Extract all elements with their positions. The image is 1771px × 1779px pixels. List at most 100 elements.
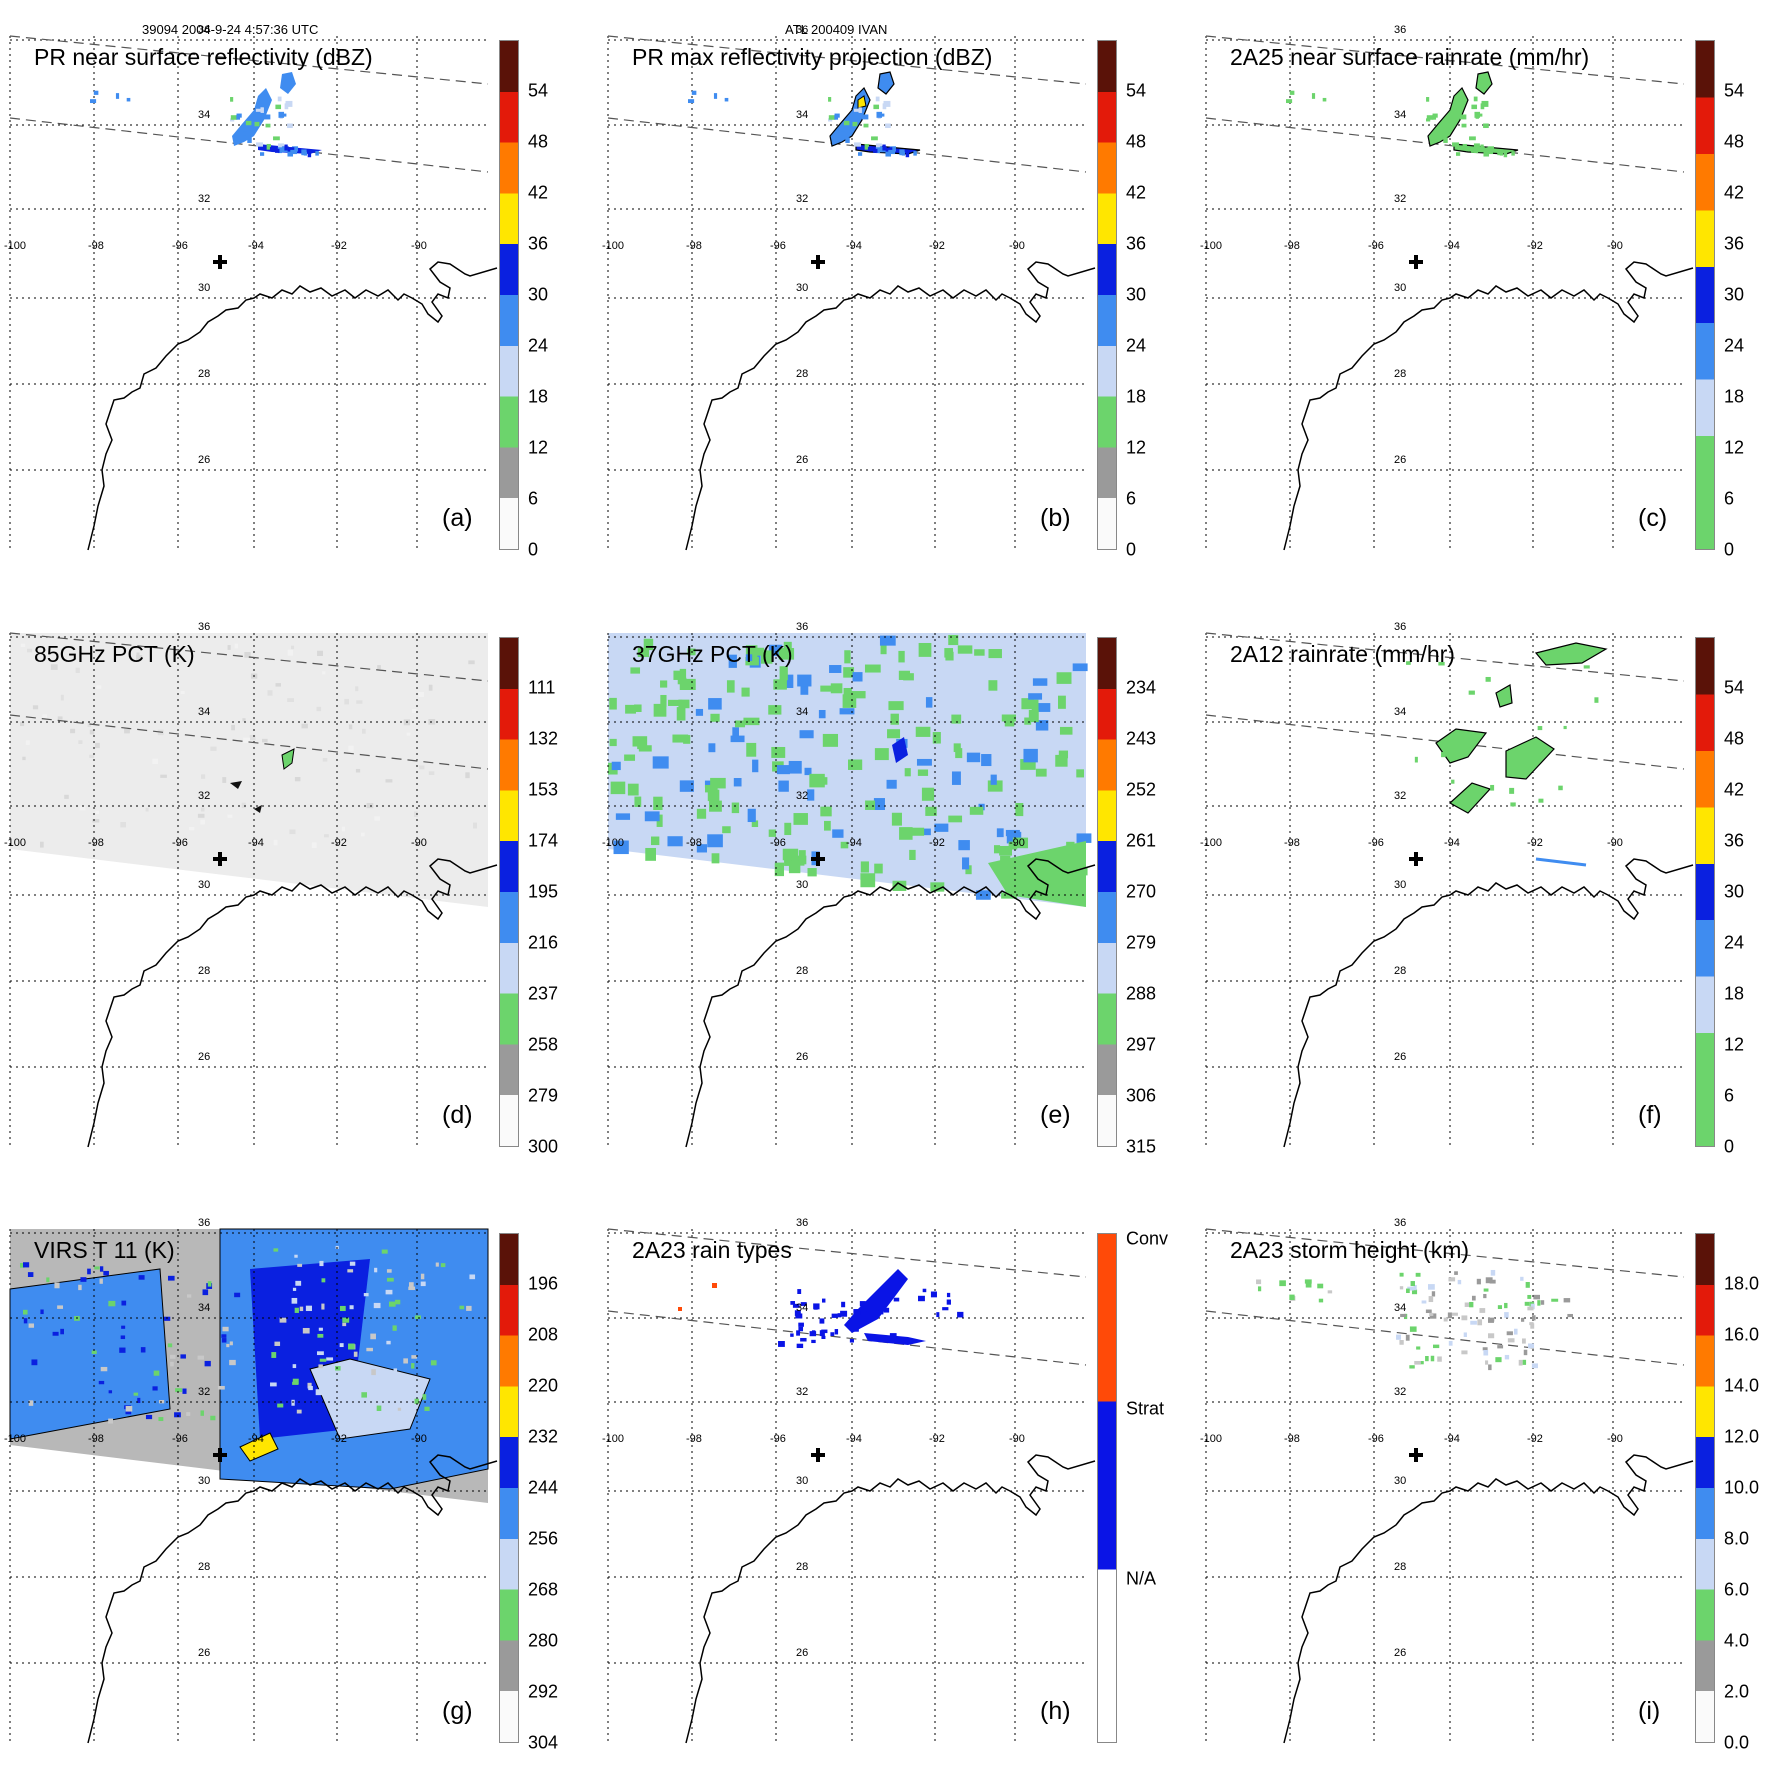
pct-pixel (1028, 693, 1043, 700)
pct-pixel (746, 742, 757, 757)
pct-pixel (667, 836, 683, 847)
ir-pixel (318, 1327, 323, 1331)
storm-height-pixel (1504, 1312, 1509, 1318)
ir-pixel (386, 1269, 392, 1273)
pct-pixel (768, 644, 783, 656)
storm-height-pixel (1425, 1309, 1432, 1314)
ir-pixel (217, 1385, 225, 1390)
rain-pixel (867, 147, 873, 152)
storm-height-pixel (1327, 1290, 1333, 1294)
rain-pixel (1486, 149, 1494, 155)
rain-pixel (873, 104, 880, 110)
storm-height-pixel (1528, 1343, 1535, 1349)
storm-height-pixel (1464, 1302, 1471, 1307)
ir-pixel (308, 1385, 313, 1391)
rain-pixel (1451, 732, 1459, 739)
pct-pixel (64, 794, 69, 799)
rain-pixel (1461, 123, 1467, 128)
rain-pixel (905, 151, 910, 158)
ir-pixel (121, 1300, 127, 1306)
storm-height-pixel (1504, 1354, 1510, 1360)
storm-height-pixel (1432, 1344, 1440, 1349)
colorbar-tick-label: 12 (1126, 437, 1147, 458)
pct-pixel (874, 748, 889, 761)
storm-height-pixel (1427, 1284, 1435, 1290)
storm-height-pixel (1567, 1313, 1573, 1318)
colorbar-tick-label: 24 (528, 335, 549, 356)
colorbar-tick-label: 36 (1724, 233, 1745, 254)
rain-pixel (1468, 690, 1475, 695)
pct-pixel (243, 737, 250, 743)
coastline (685, 858, 1096, 1148)
pct-pixel (731, 802, 740, 814)
ir-pixel (386, 1340, 391, 1345)
map-i (1205, 1228, 1694, 1744)
pct-pixel (696, 808, 707, 819)
pct-pixel (25, 740, 30, 745)
storm-height-pixel (1525, 1282, 1530, 1288)
storm-height-pixel (1504, 1302, 1508, 1309)
pct-pixel (779, 666, 788, 681)
pct-pixel (860, 873, 876, 888)
pct-pixel (892, 880, 907, 891)
cold-pct-area (230, 781, 242, 789)
rain-pixel (846, 122, 851, 129)
lon-label: -96 (172, 1433, 188, 1445)
rain-pixel (275, 148, 280, 153)
stratiform-pixel (809, 1331, 817, 1337)
lon-label: -100 (4, 1433, 27, 1445)
colorbar-tick-label: 6 (1724, 488, 1735, 509)
stratiform-pixel (840, 1310, 848, 1317)
pct-pixel (993, 845, 1001, 854)
ir-pixel (420, 1273, 425, 1280)
storm-height-pixel (1522, 1359, 1527, 1365)
lat-label: 30 (1394, 879, 1407, 891)
colorbar-tick-label: 12 (1724, 1034, 1745, 1055)
storm-height-pixel (1421, 1300, 1427, 1304)
storm-height-pixel (1483, 1349, 1489, 1356)
ir-pixel (376, 1405, 382, 1411)
lon-label: -94 (248, 837, 264, 849)
rain-pixel (307, 151, 312, 158)
rain-pixel (278, 111, 285, 118)
rain-pixel (724, 97, 729, 102)
colorbar-tick-label: 18 (1724, 983, 1745, 1004)
rain-pixel (1441, 120, 1448, 126)
rain-pixel (1450, 121, 1456, 127)
lon-label: -98 (686, 1433, 702, 1445)
colorbar-tick-label: 300 (528, 1136, 559, 1157)
colorbar-tick-label: 232 (528, 1426, 559, 1447)
rain-area (1448, 782, 1492, 814)
lon-label: -92 (929, 837, 945, 849)
storm-center-cross-icon (213, 255, 227, 269)
ir-pixel (363, 1293, 369, 1297)
pct-pixel (890, 713, 899, 725)
colorbar-tick-label: 54 (528, 80, 549, 101)
rain-pixel (1474, 111, 1481, 118)
pct-pixel (1076, 769, 1084, 778)
ir-pixel (28, 1323, 35, 1328)
colorbar-tick-label: 8.0 (1724, 1528, 1750, 1549)
colorbar-tick-label: 268 (528, 1579, 559, 1600)
ir-pixel (370, 1333, 376, 1340)
lon-label: -98 (88, 837, 104, 849)
graticule (9, 1229, 488, 1743)
colorbar-tick-label: 42 (528, 182, 549, 203)
swath-edge (607, 1310, 1087, 1366)
rain-pixel (828, 115, 836, 120)
pct-pixel (922, 828, 931, 836)
lat-label: 28 (198, 965, 211, 977)
colorbar-tick-label: 6 (528, 488, 539, 509)
swath-edge (1205, 35, 1685, 85)
pct-pixel (899, 827, 913, 840)
rain-pixel (876, 111, 883, 118)
ir-pixel (294, 1307, 299, 1313)
lon-label: -90 (1009, 1433, 1025, 1445)
lon-label: -90 (1607, 240, 1623, 252)
storm-center-cross-icon (811, 255, 825, 269)
storm-height-pixel (1289, 1294, 1295, 1301)
stratiform-pixel (800, 1302, 807, 1306)
colorbar (1097, 40, 1117, 550)
colorbar (499, 1233, 519, 1743)
storm-height-pixel (1407, 1286, 1414, 1291)
